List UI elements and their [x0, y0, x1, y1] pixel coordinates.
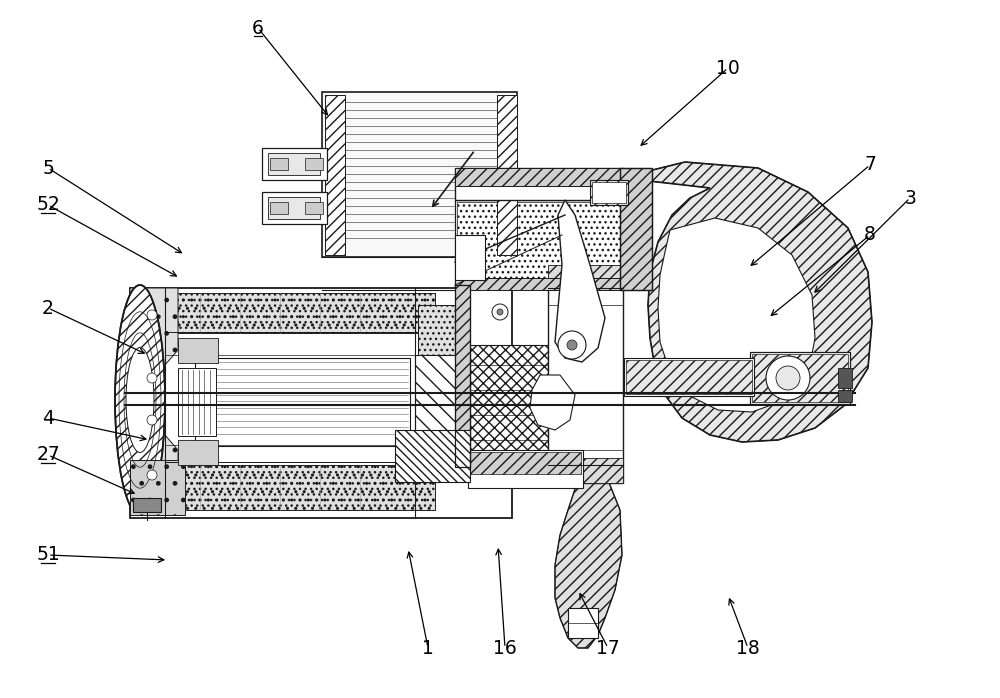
- Text: 6: 6: [252, 19, 264, 38]
- Bar: [165, 293, 435, 333]
- Bar: [455, 235, 485, 280]
- Bar: [548, 265, 623, 290]
- Text: 7: 7: [864, 156, 876, 174]
- Circle shape: [776, 366, 800, 390]
- Bar: [270, 158, 288, 170]
- Text: 2: 2: [42, 299, 54, 318]
- Text: 4: 4: [42, 408, 54, 427]
- Bar: [325, 95, 345, 255]
- Bar: [270, 202, 288, 214]
- Bar: [620, 168, 652, 290]
- Text: 16: 16: [493, 639, 517, 658]
- Bar: [838, 368, 852, 388]
- Circle shape: [147, 310, 157, 320]
- Text: 27: 27: [36, 445, 60, 464]
- Circle shape: [147, 415, 157, 425]
- Bar: [620, 168, 652, 290]
- Bar: [178, 338, 218, 363]
- Bar: [568, 608, 598, 638]
- Text: 18: 18: [736, 639, 760, 658]
- Polygon shape: [130, 430, 178, 510]
- Bar: [418, 305, 468, 470]
- Bar: [455, 168, 623, 186]
- Bar: [395, 430, 470, 482]
- Bar: [752, 354, 848, 402]
- Bar: [165, 293, 435, 333]
- Bar: [130, 460, 185, 515]
- Bar: [548, 265, 623, 483]
- Polygon shape: [620, 162, 872, 442]
- Bar: [468, 450, 583, 488]
- Bar: [195, 358, 410, 446]
- Bar: [592, 182, 626, 203]
- Bar: [262, 192, 327, 224]
- Polygon shape: [530, 375, 575, 430]
- Circle shape: [766, 356, 810, 400]
- Bar: [457, 202, 621, 286]
- Bar: [165, 465, 435, 510]
- Bar: [268, 197, 320, 219]
- Polygon shape: [555, 200, 605, 362]
- Bar: [268, 153, 320, 175]
- Bar: [165, 465, 435, 510]
- Polygon shape: [555, 480, 622, 648]
- Bar: [624, 358, 754, 396]
- Circle shape: [147, 470, 157, 480]
- Bar: [178, 368, 216, 436]
- Bar: [838, 390, 852, 402]
- Bar: [455, 285, 470, 467]
- Bar: [455, 278, 623, 290]
- Text: 5: 5: [42, 158, 54, 177]
- Text: 8: 8: [864, 225, 876, 244]
- Bar: [455, 285, 470, 467]
- Ellipse shape: [126, 348, 154, 452]
- Bar: [130, 288, 512, 518]
- Circle shape: [147, 373, 157, 383]
- Bar: [468, 452, 581, 474]
- Text: 51: 51: [36, 546, 60, 565]
- Text: 3: 3: [904, 188, 916, 207]
- Bar: [455, 200, 623, 288]
- Bar: [468, 345, 548, 460]
- Bar: [626, 360, 752, 394]
- Bar: [305, 202, 323, 214]
- Bar: [262, 148, 327, 180]
- Circle shape: [558, 331, 586, 359]
- Bar: [497, 95, 517, 255]
- Bar: [455, 168, 623, 200]
- Text: 10: 10: [716, 59, 740, 77]
- Bar: [178, 440, 218, 465]
- Text: 1: 1: [422, 639, 434, 658]
- Bar: [322, 92, 517, 257]
- Bar: [415, 355, 470, 450]
- Circle shape: [567, 340, 577, 350]
- Bar: [548, 458, 623, 483]
- Bar: [590, 180, 628, 205]
- Polygon shape: [658, 218, 815, 412]
- Ellipse shape: [115, 285, 165, 515]
- Polygon shape: [130, 288, 178, 370]
- Bar: [305, 158, 323, 170]
- Text: 52: 52: [36, 195, 60, 214]
- Circle shape: [497, 309, 503, 315]
- Circle shape: [492, 304, 508, 320]
- Bar: [750, 352, 850, 404]
- Bar: [133, 498, 161, 512]
- Text: 17: 17: [596, 639, 620, 658]
